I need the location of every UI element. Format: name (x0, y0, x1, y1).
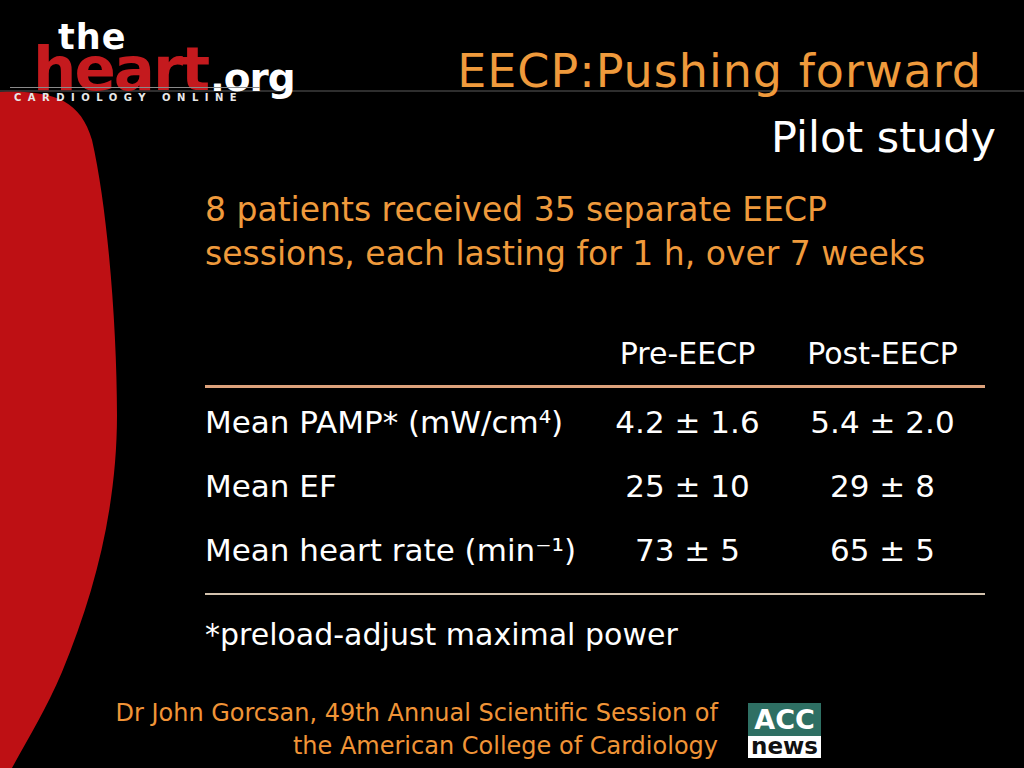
pre-value: 25 ± 10 (595, 468, 780, 504)
acc-news-logo: ACC news (748, 703, 821, 758)
post-value: 65 ± 5 (780, 532, 985, 568)
table-header-row: Pre-EECP Post-EECP (205, 330, 985, 376)
logo-heart-text: heart (33, 38, 208, 99)
row-label: Mean PAMP* (mW/cm⁴) (205, 404, 595, 440)
table-row: Mean heart rate (min⁻¹) 73 ± 5 65 ± 5 (205, 518, 985, 582)
table-row: Mean EF 25 ± 10 29 ± 8 (205, 454, 985, 518)
table-top-rule (205, 385, 985, 388)
row-label: Mean EF (205, 468, 595, 504)
credit-text: Dr John Gorcsan, 49th Annual Scientific … (115, 697, 718, 763)
pre-value: 73 ± 5 (595, 532, 780, 568)
row-label: Mean heart rate (min⁻¹) (205, 532, 595, 568)
slide-title: EECP:Pushing forward (457, 44, 982, 98)
body-line-2: sessions, each lasting for 1 h, over 7 w… (205, 232, 995, 276)
pre-value: 4.2 ± 1.6 (595, 404, 780, 440)
logo-divider (10, 87, 260, 88)
post-value: 29 ± 8 (780, 468, 985, 504)
logo-tagline: CARDIOLOGY ONLINE (14, 92, 243, 103)
header-post-eecp: Post-EECP (780, 336, 985, 371)
slide: the heart .org CARDIOLOGY ONLINE EECP:Pu… (0, 0, 1024, 768)
theheart-org-logo: the heart .org CARDIOLOGY ONLINE (8, 6, 293, 116)
body-line-1: 8 patients received 35 separate EECP (205, 188, 995, 232)
credit-line-1: Dr John Gorcsan, 49th Annual Scientific … (115, 697, 718, 730)
table-row: Mean PAMP* (mW/cm⁴) 4.2 ± 1.6 5.4 ± 2.0 (205, 390, 985, 454)
acc-logo-bottom: news (748, 736, 821, 758)
post-value: 5.4 ± 2.0 (780, 404, 985, 440)
header-pre-eecp: Pre-EECP (595, 336, 780, 371)
slide-subtitle: Pilot study (771, 112, 996, 162)
table-bottom-rule (205, 593, 985, 595)
credit-line-2: the American College of Cardiology (115, 730, 718, 763)
table-footnote: *preload-adjust maximal power (205, 617, 985, 652)
acc-logo-top: ACC (748, 703, 821, 736)
body-paragraph: 8 patients received 35 separate EECP ses… (205, 188, 995, 275)
results-table: Pre-EECP Post-EECP Mean PAMP* (mW/cm⁴) 4… (205, 330, 985, 652)
